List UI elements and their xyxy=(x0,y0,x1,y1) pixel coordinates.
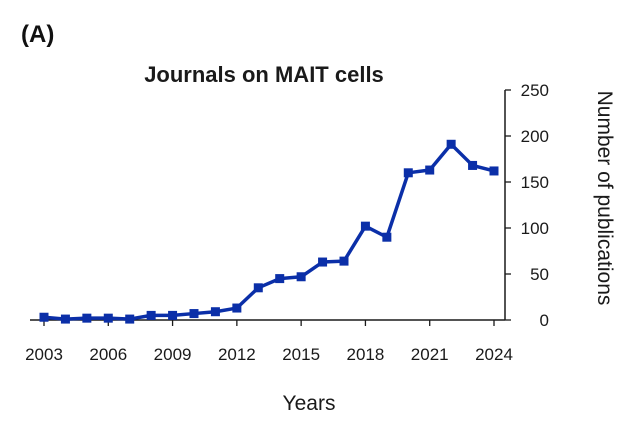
data-point xyxy=(339,256,349,266)
y-tick-label: 250 xyxy=(521,81,549,100)
data-point xyxy=(403,168,413,178)
data-point xyxy=(382,232,392,242)
data-point xyxy=(296,272,306,282)
x-tick-label: 2006 xyxy=(89,345,127,364)
data-point xyxy=(82,313,92,323)
y-tick-label: 0 xyxy=(540,311,549,330)
x-axis-label: Years xyxy=(283,392,336,415)
data-point xyxy=(103,313,113,323)
data-point xyxy=(275,274,285,284)
data-point xyxy=(425,165,435,175)
series-line xyxy=(42,142,496,321)
data-point xyxy=(232,303,242,313)
data-point xyxy=(253,283,263,293)
x-tick-label: 2003 xyxy=(25,345,63,364)
y-tick-label: 200 xyxy=(521,127,549,146)
chart-title: Journals on MAIT cells xyxy=(144,62,384,87)
data-point xyxy=(446,139,456,149)
y-axis-label: Number of publications xyxy=(593,91,616,306)
data-point xyxy=(468,160,478,170)
x-tick-label: 2024 xyxy=(475,345,513,364)
x-tick-label: 2012 xyxy=(218,345,256,364)
x-tick-label: 2018 xyxy=(347,345,385,364)
data-point xyxy=(189,309,199,319)
data-point xyxy=(60,314,70,324)
y-axis-ticks: 0 50 100 150 200 250 xyxy=(505,81,549,330)
data-point xyxy=(146,310,156,320)
data-point xyxy=(360,221,370,231)
data-point xyxy=(125,314,135,324)
data-point xyxy=(489,166,499,176)
x-tick-label: 2021 xyxy=(411,345,449,364)
x-tick-label: 2015 xyxy=(282,345,320,364)
y-tick-label: 150 xyxy=(521,173,549,192)
x-axis-ticks: 2003 2006 2009 2012 2015 2018 2021 2024 xyxy=(25,320,513,364)
y-tick-label: 50 xyxy=(530,265,549,284)
y-tick-label: 100 xyxy=(521,219,549,238)
data-point xyxy=(318,257,328,267)
data-point xyxy=(210,307,220,317)
data-point xyxy=(168,310,178,320)
data-point xyxy=(39,312,49,322)
x-tick-label: 2009 xyxy=(154,345,192,364)
panel-label: (A) xyxy=(21,21,54,48)
series-layer xyxy=(39,139,499,324)
